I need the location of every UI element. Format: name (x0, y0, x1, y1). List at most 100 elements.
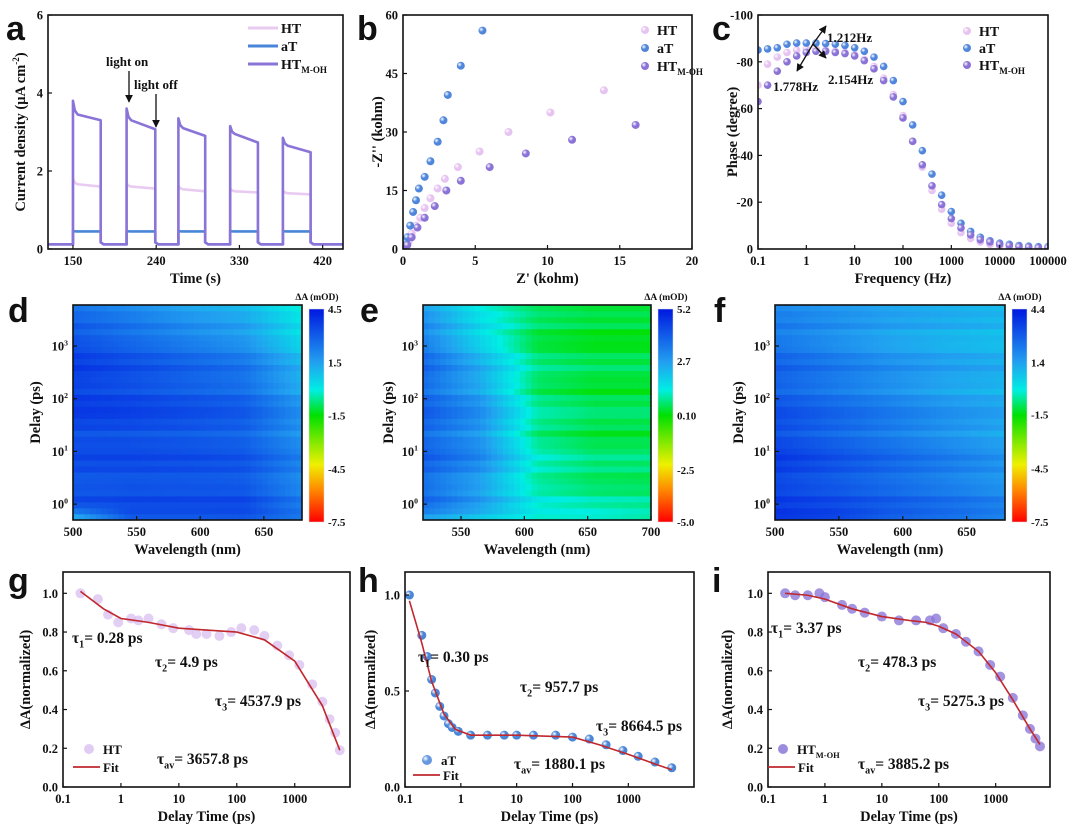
heatmap-cell (639, 310, 646, 318)
heatmap-cell (84, 406, 91, 413)
heatmap-cell (90, 501, 97, 509)
heatmap-cell (193, 370, 200, 377)
heatmap-cell (565, 310, 572, 318)
heatmap-cell (947, 501, 954, 509)
heatmap-cell (176, 394, 183, 401)
heatmap-cell (588, 435, 595, 443)
heatmap-cell (554, 513, 561, 520)
heatmap-cell (970, 364, 977, 371)
heatmap-cell (84, 495, 91, 503)
heatmap-cell (616, 441, 624, 449)
heatmap-cell (279, 507, 286, 515)
heatmap-cell (147, 358, 154, 366)
heatmap-cell (90, 370, 97, 377)
heatmap-cell (775, 406, 782, 413)
heatmap-cell (930, 435, 937, 443)
heatmap-cell (135, 459, 143, 467)
heatmap-cell (158, 429, 166, 437)
heatmap-cell (849, 352, 857, 360)
heatmap-cell (434, 406, 441, 413)
heatmap-cell (959, 412, 966, 419)
heatmap-cell (861, 305, 868, 312)
heatmap-cell (947, 370, 954, 377)
heatmap-cell (468, 352, 475, 360)
heatmap-cell (491, 412, 498, 419)
heatmap-cell (576, 382, 584, 389)
heatmap-cell (786, 471, 793, 479)
heatmap-cell (90, 382, 97, 389)
heatmap-cell (462, 382, 470, 389)
heatmap-cell (809, 435, 816, 443)
heatmap-cell (428, 477, 435, 485)
heatmap-cell (605, 346, 612, 354)
heatmap-cell (210, 423, 217, 431)
heatmap-cell (775, 435, 782, 443)
heatmap-cell (582, 459, 589, 467)
heatmap-cell (844, 441, 851, 449)
heatmap-cell (508, 447, 515, 455)
heatmap-cell (210, 322, 217, 330)
heatmap-cell (959, 465, 966, 473)
heatmap-cell (809, 376, 816, 383)
heatmap-cell (244, 495, 252, 503)
heatmap-cell (895, 322, 903, 330)
heatmap-cell (497, 352, 504, 360)
heatmap-cell (497, 447, 504, 455)
heatmap-cell (113, 316, 120, 324)
heatmap-cell (780, 417, 788, 425)
heatmap-cell (878, 459, 885, 467)
heatmap-cell (204, 358, 211, 366)
heatmap-cell (594, 435, 601, 443)
heatmap-cell (849, 453, 857, 461)
heatmap-cell (622, 394, 629, 401)
heatmap-cell (239, 483, 246, 491)
heatmap-cell (101, 412, 108, 419)
heatmap-cell (497, 394, 504, 401)
heatmap-cell (838, 346, 845, 354)
heatmap-cell (423, 382, 430, 389)
heatmap-cell (599, 417, 606, 425)
heatmap-cell (514, 370, 521, 377)
heatmap-cell (141, 412, 149, 419)
heatmap-cell (832, 441, 839, 449)
data-point (899, 114, 907, 122)
heatmap-cell (221, 441, 229, 449)
tau-annotation: τ1= 3.37 ps (771, 620, 842, 641)
heatmap-cell (227, 429, 234, 437)
heatmap-cell (296, 447, 302, 455)
heatmap-cell (803, 495, 811, 503)
heatmap-cell (861, 340, 868, 348)
heatmap-cell (244, 388, 252, 395)
heatmap-cell (861, 435, 868, 443)
heatmap-cell (901, 352, 908, 360)
heatmap-cell (170, 483, 177, 491)
heatmap-cell (895, 489, 903, 497)
heatmap-cell (918, 322, 926, 330)
heatmap-cell (164, 370, 171, 377)
heatmap-cell (901, 328, 908, 336)
heatmap-cell (780, 441, 788, 449)
heatmap-cell (468, 382, 475, 389)
heatmap-cell (141, 435, 149, 443)
heatmap-cell (548, 483, 555, 491)
heatmap-cell (124, 322, 131, 330)
heatmap-cell (901, 459, 908, 467)
heatmap-cell (798, 316, 805, 324)
heatmap-cell (187, 435, 194, 443)
heatmap-cell (296, 382, 302, 389)
heatmap-cell (872, 352, 880, 360)
heatmap-cell (838, 316, 845, 324)
heatmap-cell (216, 316, 223, 324)
heatmap-cell (445, 429, 453, 437)
heatmap-cell (514, 513, 521, 520)
heatmap-cell (118, 465, 126, 473)
heatmap-cell (267, 429, 274, 437)
heatmap-cell (216, 507, 223, 515)
heatmap-cell (158, 346, 166, 354)
heatmap-cell (792, 388, 799, 395)
heatmap-cell (872, 406, 880, 413)
heatmap-cell (423, 412, 430, 419)
heatmap-cell (559, 477, 567, 485)
heatmap-cell (616, 370, 624, 377)
heatmap-cell (930, 465, 937, 473)
